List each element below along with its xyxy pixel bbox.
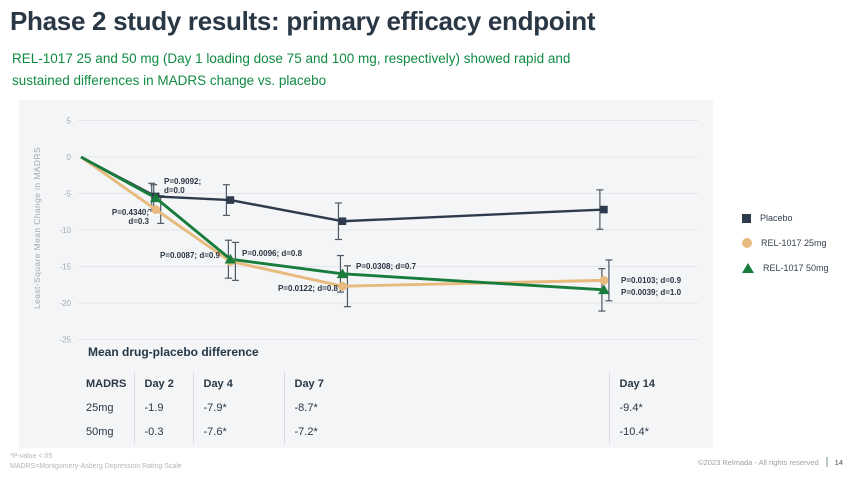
circle-marker — [151, 205, 161, 214]
square-marker — [600, 205, 608, 214]
y-tick-label: 5 — [67, 117, 72, 126]
footer-divider — [825, 457, 828, 467]
slide-footer: ©2023 Relmada - All rights reserved 14 — [698, 457, 843, 467]
row-label-25mg: 25mg — [86, 402, 114, 414]
footnote-pvalue: *P-value <.05 — [10, 453, 53, 460]
page-number: 14 — [834, 457, 843, 467]
col-header-day14: Day 14 — [608, 372, 713, 396]
legend-label: REL-1017 50mg — [763, 263, 829, 273]
table-row: 50mg -0.3 -7.6* -7.2* -10.4* — [86, 420, 713, 444]
legend-item-rel1017-50mg: REL-1017 50mg — [742, 260, 829, 276]
square-marker — [226, 196, 235, 204]
chart-and-table-panel: 5 0 -5 -10 -15 -20 -25 Least-Square Mean Change… — [19, 100, 713, 448]
y-tick-label: -15 — [59, 263, 71, 272]
cell-50mg-day14: -10.4* — [608, 420, 713, 444]
drug-placebo-difference-table: MADRS Day 2 Day 4 Day 7 Day 14 25mg -1.9… — [86, 372, 713, 444]
legend-item-rel1017-25mg: REL-1017 25mg — [742, 235, 829, 251]
pvalue-annotation: P=0.9092; — [164, 177, 201, 186]
col-header-madrs: MADRS — [86, 378, 127, 390]
triangle-marker — [598, 284, 610, 295]
table-title: Mean drug-placebo difference — [88, 345, 259, 359]
rel1017-50mg-triangle-marker-icon — [742, 263, 754, 273]
triangle-marker — [149, 192, 162, 203]
y-tick-label: 0 — [67, 153, 72, 162]
cell-25mg-day7: -8.7* — [283, 396, 609, 420]
y-tick-label: -10 — [59, 226, 71, 235]
pvalue-annotation: d=0.3 — [128, 217, 149, 226]
y-tick-label: -20 — [59, 299, 71, 308]
col-header-day4: Day 4 — [192, 372, 284, 396]
triangle-marker — [336, 268, 349, 279]
efficacy-line-chart: 5 0 -5 -10 -15 -20 -25 Least-Square Mean Change… — [32, 117, 698, 345]
col-header-day2: Day 2 — [133, 372, 193, 396]
chart-legend: Placebo REL-1017 25mg REL-1017 50mg — [742, 210, 829, 285]
cell-25mg-day4: -7.9* — [192, 396, 284, 420]
cell-50mg-day4: -7.6* — [192, 420, 284, 444]
pvalue-annotation: P=0.0308; d=0.7 — [356, 262, 417, 271]
triangle-marker — [224, 253, 237, 264]
cell-25mg-day2: -1.9 — [133, 396, 193, 420]
legend-label: Placebo — [760, 213, 793, 223]
pvalue-annotation: P=0.0103; d=0.9 — [621, 276, 682, 285]
footnotes: *P-value <.05 MADRS=Montgomery-Asberg De… — [10, 452, 182, 472]
square-marker — [338, 217, 347, 226]
pvalue-annotation: d=0.0 — [164, 186, 185, 195]
row-label-50mg: 50mg — [86, 426, 114, 438]
pvalue-annotation: P=0.0087; d=0.9 — [160, 251, 221, 260]
circle-marker — [599, 275, 609, 285]
cell-50mg-day7: -7.2* — [283, 420, 609, 444]
y-axis-title: Least-Square Mean Change in MADRS — [32, 147, 42, 309]
col-header-day7: Day 7 — [283, 372, 609, 396]
pvalue-annotation: P=0.0039; d=1.0 — [621, 288, 682, 297]
copyright-text: ©2023 Relmada - All rights reserved — [698, 457, 819, 467]
placebo-square-marker-icon — [742, 213, 751, 223]
cell-50mg-day2: -0.3 — [133, 420, 193, 444]
y-tick-label: -25 — [59, 336, 71, 345]
cell-25mg-day14: -9.4* — [608, 396, 713, 420]
pvalue-annotation: P=0.0096; d=0.8 — [242, 249, 303, 258]
footnote-madrs: MADRS=Montgomery-Asberg Depression Ratin… — [10, 462, 182, 470]
rel1017-25mg-circle-marker-icon — [742, 238, 752, 248]
y-tick-label: -5 — [64, 190, 72, 199]
pvalue-annotation: P=0.0122; d=0.8 — [278, 284, 339, 293]
legend-label: REL-1017 25mg — [761, 238, 827, 248]
legend-item-placebo: Placebo — [742, 210, 829, 226]
table-row: 25mg -1.9 -7.9* -8.7* -9.4* — [86, 396, 713, 420]
page-title: Phase 2 study results: primary efficacy … — [10, 6, 596, 36]
table-header-row: MADRS Day 2 Day 4 Day 7 Day 14 — [86, 372, 713, 396]
slide-subtitle: REL-1017 25 and 50 mg (Day 1 loading dos… — [12, 51, 571, 88]
pvalue-annotation: P=0.4340; — [112, 208, 149, 217]
circle-marker — [338, 281, 347, 291]
